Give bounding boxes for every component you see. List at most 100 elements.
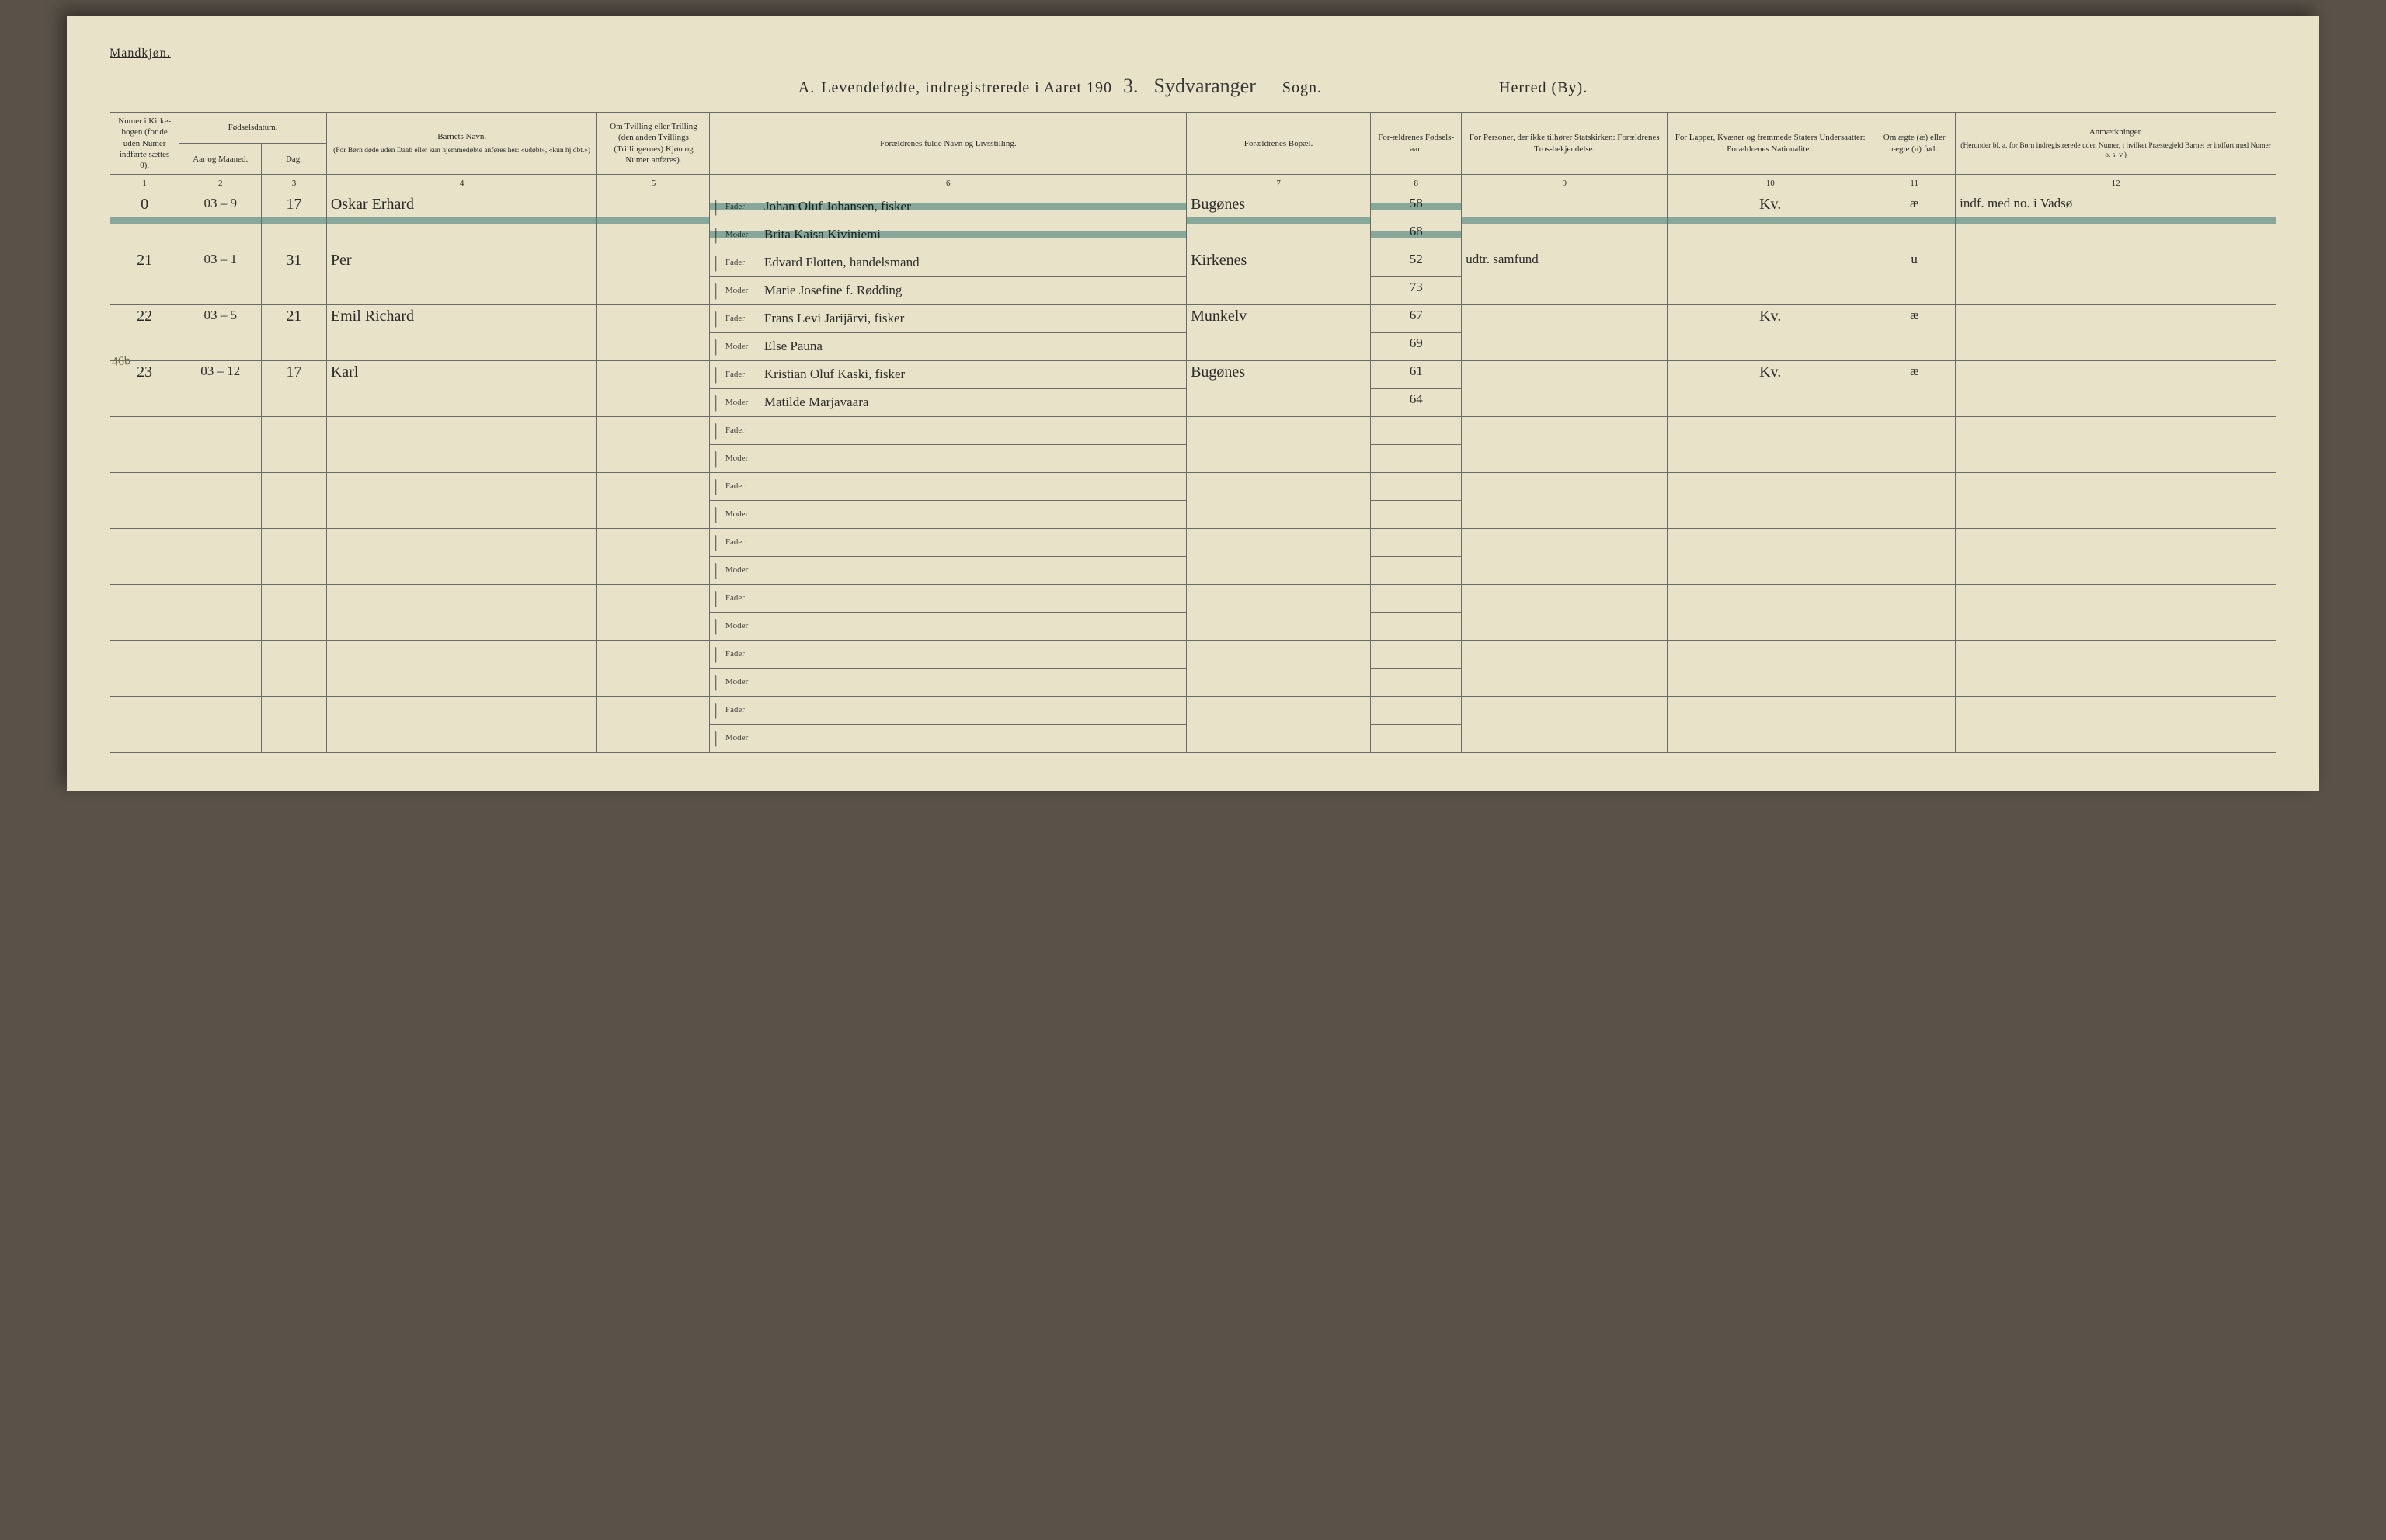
table-cell xyxy=(1462,360,1668,416)
cell-value: Karl xyxy=(331,363,359,381)
table-cell xyxy=(1956,640,2276,696)
table-cell xyxy=(1956,304,2276,360)
table-cell xyxy=(1187,528,1371,584)
parent-label: Fader xyxy=(725,202,756,211)
colnum: 9 xyxy=(1462,175,1668,193)
parish-handwritten: Sydvaranger xyxy=(1149,75,1260,98)
table-cell xyxy=(262,584,327,640)
page-title: A. Levendefødte, indregistrerede i Aaret… xyxy=(110,75,2276,98)
parent-cell: | Fader xyxy=(710,640,1187,668)
table-cell xyxy=(1462,416,1668,472)
table-cell xyxy=(1956,249,2276,304)
table-cell: udtr. samfund xyxy=(1462,249,1668,304)
col-1-header: Numer i Kirke-bogen (for de uden Numer i… xyxy=(110,113,179,175)
brace-icon: | xyxy=(714,252,717,273)
colnum: 6 xyxy=(710,175,1187,193)
cell-value: 17 xyxy=(287,196,302,213)
table-cell xyxy=(1462,640,1668,696)
table-cell xyxy=(1371,724,1462,752)
brace-icon: | xyxy=(714,280,717,301)
gender-heading: Mandkjøn. xyxy=(110,47,2276,61)
colnum: 7 xyxy=(1187,175,1371,193)
brace-icon: | xyxy=(714,308,717,329)
table-row: |Fader xyxy=(110,584,2276,612)
colnum: 10 xyxy=(1668,175,1873,193)
table-cell xyxy=(1668,416,1873,472)
parent-cell: |Fader xyxy=(710,528,1187,556)
table-cell xyxy=(326,416,597,472)
table-cell xyxy=(1873,472,1956,528)
col-7-header: Forældrenes Bopæl. xyxy=(1187,113,1371,175)
table-cell xyxy=(1956,472,2276,528)
col-5-header: Om Tvilling eller Trilling (den anden Tv… xyxy=(597,113,710,175)
table-cell xyxy=(1187,696,1371,752)
table-cell xyxy=(1956,416,2276,472)
table-cell: æ xyxy=(1873,360,1956,416)
parish-label: Sogn. xyxy=(1282,79,1322,97)
table-cell: u xyxy=(1873,249,1956,304)
table-cell xyxy=(1668,584,1873,640)
cell-value: 17 xyxy=(287,363,302,381)
table-cell: 03 – 5 xyxy=(179,304,262,360)
table-cell xyxy=(1668,249,1873,304)
col-9-header: For Personer, der ikke tilhører Statskir… xyxy=(1462,113,1668,175)
birth-register-table: Numer i Kirke-bogen (for de uden Numer i… xyxy=(110,112,2276,753)
table-cell xyxy=(1371,696,1462,724)
brace-icon: | xyxy=(714,420,717,440)
brace-icon: | xyxy=(714,336,717,356)
table-cell xyxy=(1371,612,1462,640)
table-row: 2203 – 521Emil Richard|FaderFrans Levi J… xyxy=(110,304,2276,332)
table-row: |Fader xyxy=(110,696,2276,724)
table-cell xyxy=(1462,193,1668,249)
parent-label: Fader xyxy=(725,258,756,267)
table-cell xyxy=(326,584,597,640)
table-cell: 03 – 1 xyxy=(179,249,262,304)
cell-value: 03 – 1 xyxy=(203,252,237,266)
table-cell xyxy=(1873,696,1956,752)
parent-label: Fader xyxy=(725,370,756,379)
district-label: Herred (By). xyxy=(1499,79,1588,97)
table-cell xyxy=(179,640,262,696)
table-cell: 0 xyxy=(110,193,179,249)
parent-label: Moder xyxy=(725,454,756,463)
table-body: 003 – 917Oskar Erhard|FaderJohan Oluf Jo… xyxy=(110,193,2276,752)
table-cell xyxy=(1956,528,2276,584)
brace-icon: | xyxy=(714,644,717,664)
colnum: 2 xyxy=(179,175,262,193)
parent-label: Moder xyxy=(725,565,756,575)
table-cell xyxy=(1187,640,1371,696)
brace-icon: | xyxy=(714,448,717,468)
brace-icon: | xyxy=(714,476,717,496)
table-cell xyxy=(262,416,327,472)
cell-value: Per xyxy=(331,252,352,269)
parent-name: Else Pauna xyxy=(764,339,823,353)
col-4-header: Barnets Navn. (For Børn døde uden Daab e… xyxy=(326,113,597,175)
table-cell xyxy=(179,416,262,472)
brace-icon: | xyxy=(714,728,717,748)
table-cell xyxy=(1873,528,1956,584)
table-cell: Kv. xyxy=(1668,360,1873,416)
table-cell xyxy=(262,472,327,528)
col-2-header: Aar og Maaned. xyxy=(179,144,262,175)
table-cell xyxy=(597,249,710,304)
table-cell xyxy=(597,640,710,696)
parent-name: Brita Kaisa Kiviniemi xyxy=(764,228,881,241)
colnum: 3 xyxy=(262,175,327,193)
parent-name: Kristian Oluf Kaski, fisker xyxy=(764,367,905,381)
colnum: 4 xyxy=(326,175,597,193)
cell-value: Emil Richard xyxy=(331,308,414,325)
table-cell xyxy=(1873,584,1956,640)
cell-value: indf. med no. i Vadsø xyxy=(1960,196,2072,210)
parent-name: Marie Josefine f. Rødding xyxy=(764,283,903,297)
table-cell: 73 xyxy=(1371,276,1462,304)
table-cell xyxy=(179,584,262,640)
parent-label: Fader xyxy=(725,649,756,659)
table-cell xyxy=(179,472,262,528)
brace-icon: | xyxy=(714,672,717,692)
table-cell xyxy=(110,472,179,528)
parent-cell: |ModerMatilde Marjavaara xyxy=(710,388,1187,416)
table-row: |Fader xyxy=(110,472,2276,500)
cell-value: 03 – 12 xyxy=(200,363,240,378)
cell-value: udtr. samfund xyxy=(1466,252,1539,266)
cell-value: 52 xyxy=(1410,252,1423,266)
